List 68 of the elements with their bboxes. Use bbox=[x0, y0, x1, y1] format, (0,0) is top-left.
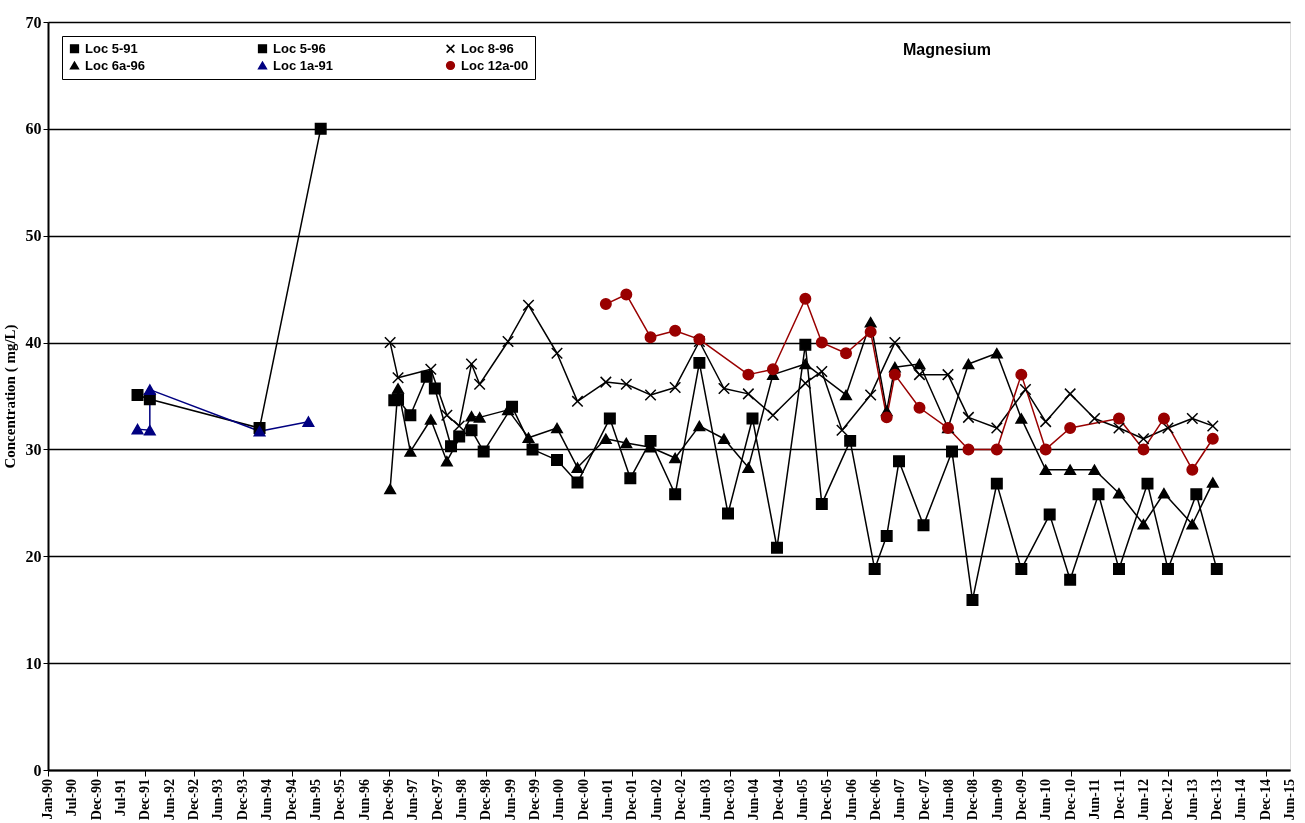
x-tick-label: Jun-14 bbox=[1233, 779, 1249, 821]
x-tick-label: Dec-03 bbox=[721, 779, 737, 821]
x-tick-label: Dec-11 bbox=[1111, 779, 1127, 820]
x-tick-label: Jun-92 bbox=[161, 779, 177, 821]
legend-label: Loc 5-91 bbox=[85, 40, 138, 56]
x-tick-label: Dec-90 bbox=[88, 779, 104, 821]
x-tick-label: Dec-00 bbox=[575, 779, 591, 821]
y-tick-label: 60 bbox=[25, 120, 42, 138]
x-tick-label: Dec-91 bbox=[137, 779, 153, 821]
legend-label: Loc 5-96 bbox=[273, 40, 326, 56]
x-tick-label: Jun-10 bbox=[1038, 779, 1054, 821]
x-tick-label: Jun-06 bbox=[843, 779, 859, 821]
x-tick-label: Dec-04 bbox=[770, 779, 786, 821]
x-tick-label: Dec-96 bbox=[380, 779, 396, 821]
y-tick-label: 30 bbox=[25, 440, 42, 458]
x-tick-label: Dec-95 bbox=[332, 779, 348, 821]
y-tick-label: 0 bbox=[33, 761, 42, 779]
x-tick-label: Jun-13 bbox=[1184, 779, 1200, 821]
x-tick-label: Jun-01 bbox=[600, 779, 616, 821]
x-tick-label: Jun-99 bbox=[502, 779, 518, 821]
x-tick-label: Jun-00 bbox=[551, 779, 567, 821]
x-tick-label: Dec-02 bbox=[673, 779, 689, 821]
x-tick-label: Jun-07 bbox=[892, 779, 908, 821]
x-tick-label: Dec-06 bbox=[868, 779, 883, 821]
x-tick-label: Jul-90 bbox=[64, 779, 80, 817]
x-tick-label: Jul-91 bbox=[113, 779, 129, 817]
y-tick-label: 70 bbox=[25, 13, 42, 31]
x-tick-label: Jun-95 bbox=[307, 779, 323, 821]
x-tick-label: Jun-02 bbox=[648, 779, 664, 821]
x-tick-label: Jun-12 bbox=[1135, 779, 1151, 821]
legend-label: Loc 6a-96 bbox=[85, 57, 145, 73]
x-tick-label: Dec-92 bbox=[186, 779, 202, 821]
x-tick-label: Dec-09 bbox=[1014, 779, 1030, 821]
x-tick-label: Jun-03 bbox=[697, 779, 713, 821]
y-tick-label: 50 bbox=[25, 227, 42, 245]
x-tick-label: Dec-05 bbox=[819, 779, 835, 821]
x-tick-label: Dec-08 bbox=[965, 779, 981, 821]
x-tick-label: Jun-98 bbox=[454, 779, 469, 821]
legend-label: Loc 1a-91 bbox=[273, 57, 333, 73]
x-tick-label: Dec-07 bbox=[916, 779, 932, 821]
x-tick-label: Jun-04 bbox=[746, 779, 762, 821]
x-tick-label: Jan-90 bbox=[40, 779, 55, 820]
x-tick-label: Dec-10 bbox=[1062, 779, 1078, 821]
y-axis-title: Concentration ( mg/L) bbox=[1, 324, 19, 469]
x-tick-label: Jun-97 bbox=[405, 779, 421, 821]
annotation: Magnesium bbox=[903, 41, 992, 58]
x-tick-label: Dec-98 bbox=[478, 779, 494, 821]
x-tick-label: Jun-11 bbox=[1087, 779, 1103, 820]
x-tick-label: Dec-93 bbox=[234, 779, 250, 821]
x-tick-label: Jun-09 bbox=[989, 779, 1005, 821]
legend-label: Loc 8-96 bbox=[461, 40, 514, 56]
x-tick-label: Jun-96 bbox=[356, 779, 372, 821]
x-tick-label: Jun-93 bbox=[210, 779, 226, 821]
x-tick-label: Jun-08 bbox=[941, 779, 957, 821]
x-tick-label: Dec-13 bbox=[1208, 779, 1224, 821]
x-tick-label: Dec-12 bbox=[1160, 779, 1176, 821]
x-tick-label: Dec-01 bbox=[624, 779, 640, 821]
y-tick-label: 20 bbox=[25, 547, 42, 565]
legend-label: Loc 12a-00 bbox=[461, 57, 529, 73]
y-tick-label: 40 bbox=[25, 334, 42, 352]
x-tick-label: Dec-99 bbox=[527, 779, 543, 821]
y-tick-label: 10 bbox=[25, 654, 42, 672]
x-tick-label: Dec-97 bbox=[429, 779, 445, 821]
x-tick-label: Dec-14 bbox=[1257, 779, 1273, 821]
x-tick-label: Jun-05 bbox=[794, 779, 810, 821]
x-tick-label: Jun-94 bbox=[259, 779, 275, 821]
x-tick-label: Dec-94 bbox=[283, 779, 299, 821]
x-tick-label: Jun-15 bbox=[1282, 779, 1297, 821]
